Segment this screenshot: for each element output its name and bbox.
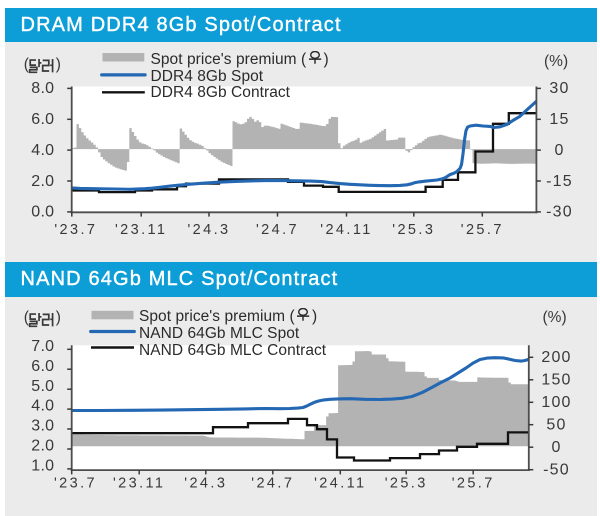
svg-text:8.0: 8.0 bbox=[31, 80, 54, 97]
svg-text:6.0: 6.0 bbox=[31, 111, 54, 128]
svg-text:2.0: 2.0 bbox=[31, 438, 54, 455]
svg-text:150: 150 bbox=[541, 372, 571, 389]
svg-text:'24.7: '24.7 bbox=[251, 476, 294, 492]
svg-text:'23.7: '23.7 bbox=[54, 476, 97, 492]
svg-text:1.0: 1.0 bbox=[31, 458, 54, 475]
svg-text:'24.7: '24.7 bbox=[256, 222, 299, 238]
svg-text:'23.7: '23.7 bbox=[54, 222, 97, 238]
svg-text:'24.3: '24.3 bbox=[184, 476, 227, 492]
svg-text:'24.3: '24.3 bbox=[188, 222, 231, 238]
svg-text:4.0: 4.0 bbox=[31, 398, 54, 415]
svg-text:0.0: 0.0 bbox=[31, 204, 54, 221]
svg-text:5.0: 5.0 bbox=[31, 378, 54, 395]
svg-text:'24.11: '24.11 bbox=[314, 476, 366, 492]
svg-text:'25.3: '25.3 bbox=[392, 222, 435, 238]
svg-text:200: 200 bbox=[541, 349, 571, 366]
svg-text:-30: -30 bbox=[546, 204, 573, 221]
svg-text:'25.7: '25.7 bbox=[461, 222, 504, 238]
svg-text:4.0: 4.0 bbox=[31, 142, 54, 159]
svg-text:0: 0 bbox=[551, 439, 561, 456]
svg-text:'25.3: '25.3 bbox=[385, 476, 428, 492]
svg-text:2.0: 2.0 bbox=[31, 173, 54, 190]
svg-text:'23.11: '23.11 bbox=[115, 222, 167, 238]
svg-text:100: 100 bbox=[541, 394, 571, 411]
svg-text:'23.11: '23.11 bbox=[113, 476, 165, 492]
svg-text:15: 15 bbox=[549, 111, 569, 128]
svg-text:'24.11: '24.11 bbox=[320, 222, 372, 238]
svg-text:3.0: 3.0 bbox=[31, 418, 54, 435]
svg-text:6.0: 6.0 bbox=[31, 358, 54, 375]
svg-text:-50: -50 bbox=[543, 462, 570, 479]
svg-text:7.0: 7.0 bbox=[31, 338, 54, 355]
svg-text:50: 50 bbox=[546, 417, 566, 434]
svg-text:-15: -15 bbox=[546, 173, 573, 190]
svg-text:'25.7: '25.7 bbox=[452, 476, 495, 492]
svg-text:0: 0 bbox=[554, 142, 564, 159]
svg-text:30: 30 bbox=[549, 80, 569, 97]
